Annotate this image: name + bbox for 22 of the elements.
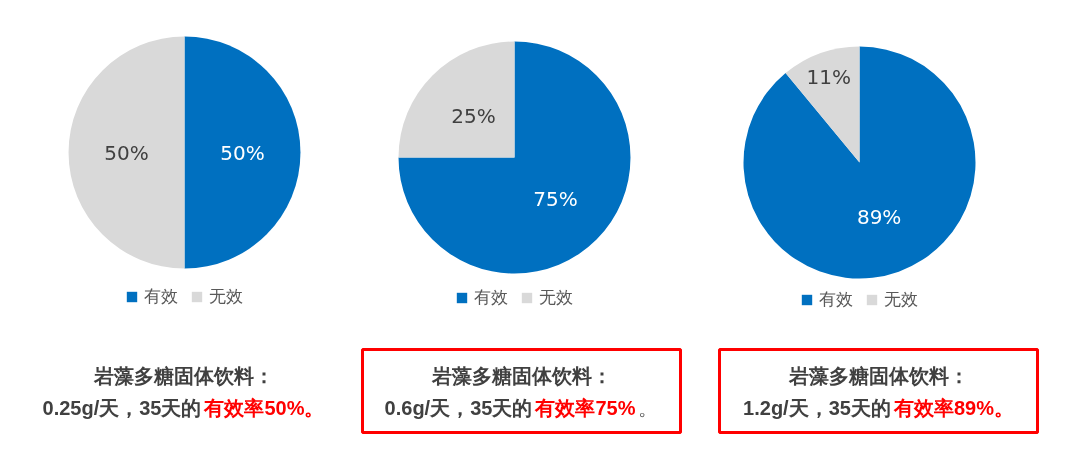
text: 岩藻多糖固体饮料： xyxy=(787,364,969,387)
legend-label: 有效 xyxy=(819,288,853,311)
data-label: 25% xyxy=(451,104,496,129)
legend-label: 无效 xyxy=(539,286,573,309)
legend-label: 有效 xyxy=(144,285,178,308)
text: 。 xyxy=(638,396,659,419)
text: 有效率50%。 xyxy=(203,396,325,419)
data-label: 50% xyxy=(220,140,265,165)
text: 0.25g/天，35天的 xyxy=(42,396,202,419)
text: 岩藻多糖固体饮料： xyxy=(430,364,612,387)
text: 有效率75% xyxy=(534,396,636,419)
legend-label: 无效 xyxy=(884,288,918,311)
data-label: 89% xyxy=(856,205,902,230)
legend-label: 无效 xyxy=(209,285,243,308)
data-label: 11% xyxy=(806,65,852,90)
text: 0.6g/天，35天的 xyxy=(384,396,533,419)
text: 岩藻多糖固体饮料： xyxy=(92,364,274,387)
legend-label: 有效 xyxy=(474,286,508,309)
text: 1.2g/天，35天的 xyxy=(743,396,891,419)
data-label: 50% xyxy=(104,140,149,165)
data-label: 75% xyxy=(533,186,578,211)
text: 有效率89%。 xyxy=(892,396,1014,419)
